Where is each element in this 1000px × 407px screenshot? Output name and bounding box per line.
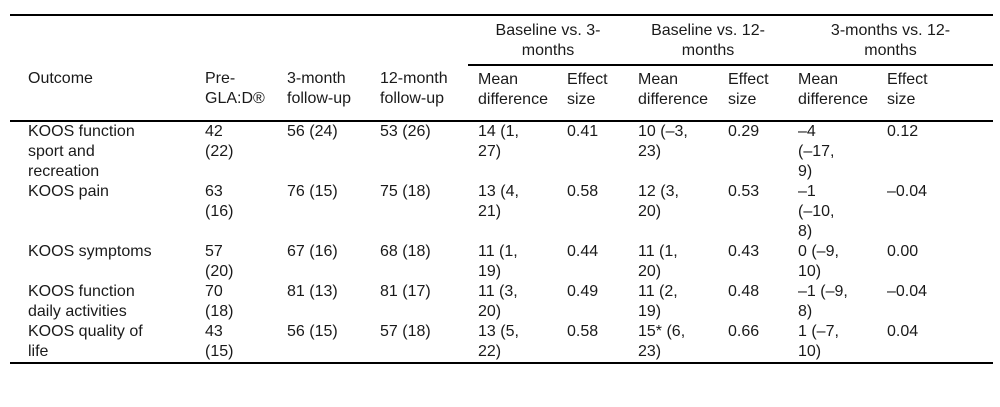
- cell-mean-diff-3m-12m: –1 (–10, 8): [798, 183, 835, 240]
- table-row: KOOS pain 63 (16) 76 (15) 75 (18) 13 (4,…: [10, 182, 993, 242]
- cell-mean-diff-baseline-12m: 10 (–3, 23): [638, 123, 688, 160]
- cell-mean-diff-baseline-3m: 13 (5, 22): [478, 323, 519, 360]
- cell-effect-size-baseline-12m: 0.29: [728, 123, 760, 140]
- cell-mean-diff-baseline-3m: 11 (3, 20): [478, 283, 518, 320]
- cell-mean-diff-baseline-12m: 15* (6, 23): [638, 323, 686, 360]
- col-header-pre-glad: Pre- GLA:D®: [205, 65, 287, 122]
- cell-3-month: 81 (13): [287, 283, 338, 300]
- column-group-baseline-vs-12-months: Baseline vs. 12- months: [628, 15, 788, 66]
- cell-effect-size-baseline-3m: 0.58: [567, 323, 599, 340]
- column-header-row: Outcome Pre- GLA:D® 3-month follow-up 12…: [10, 65, 993, 122]
- cell-mean-diff-3m-12m: 0 (–9, 10): [798, 243, 839, 280]
- cell-effect-size-3m-12m: –0.04: [887, 183, 928, 200]
- cell-outcome: KOOS function sport and recreation: [28, 123, 135, 180]
- cell-mean-diff-baseline-3m: 11 (1, 19): [478, 243, 518, 280]
- col-header-mean-difference-baseline-12m: Mean difference: [628, 65, 718, 122]
- cell-pre-glad: 57 (20): [205, 243, 234, 280]
- cell-effect-size-baseline-12m: 0.48: [728, 283, 760, 300]
- koos-outcomes-table: Baseline vs. 3- months Baseline vs. 12- …: [10, 14, 993, 364]
- table-row: KOOS symptoms 57 (20) 67 (16) 68 (18) 11…: [10, 242, 993, 282]
- column-group-header-row: Baseline vs. 3- months Baseline vs. 12- …: [10, 15, 993, 66]
- cell-effect-size-3m-12m: 0.00: [887, 243, 919, 260]
- cell-3-month: 56 (15): [287, 323, 338, 340]
- column-group-3-months-vs-12-months: 3-months vs. 12- months: [788, 15, 993, 66]
- cell-effect-size-3m-12m: 0.04: [887, 323, 919, 340]
- col-header-outcome: Outcome: [10, 65, 205, 122]
- cell-outcome: KOOS pain: [28, 183, 109, 200]
- cell-3-month: 76 (15): [287, 183, 338, 200]
- cell-12-month: 75 (18): [380, 183, 431, 200]
- cell-mean-diff-baseline-12m: 11 (1, 20): [638, 243, 678, 280]
- cell-effect-size-3m-12m: –0.04: [887, 283, 928, 300]
- cell-effect-size-3m-12m: 0.12: [887, 123, 919, 140]
- table-row: KOOS function daily activities 70 (18) 8…: [10, 282, 993, 322]
- cell-mean-diff-baseline-3m: 13 (4, 21): [478, 183, 519, 220]
- col-header-effect-size-3m-12m: Effect size: [877, 65, 993, 122]
- cell-12-month: 53 (26): [380, 123, 431, 140]
- cell-outcome: KOOS quality of life: [28, 323, 143, 360]
- col-header-3-month-follow-up: 3-month follow-up: [287, 65, 380, 122]
- cell-effect-size-baseline-3m: 0.41: [567, 123, 599, 140]
- column-group-baseline-vs-3-months: Baseline vs. 3- months: [468, 15, 628, 66]
- cell-3-month: 67 (16): [287, 243, 338, 260]
- cell-mean-diff-3m-12m: –4 (–17, 9): [798, 123, 835, 180]
- cell-outcome: KOOS function daily activities: [28, 283, 135, 320]
- cell-pre-glad: 70 (18): [205, 283, 234, 320]
- cell-12-month: 57 (18): [380, 323, 431, 340]
- cell-mean-diff-baseline-12m: 11 (2, 19): [638, 283, 678, 320]
- cell-mean-diff-3m-12m: –1 (–9, 8): [798, 283, 848, 320]
- cell-effect-size-baseline-3m: 0.49: [567, 283, 599, 300]
- col-header-mean-difference-3m-12m: Mean difference: [788, 65, 877, 122]
- cell-mean-diff-baseline-3m: 14 (1, 27): [478, 123, 519, 160]
- cell-effect-size-baseline-12m: 0.53: [728, 183, 760, 200]
- cell-mean-diff-baseline-12m: 12 (3, 20): [638, 183, 679, 220]
- col-header-effect-size-baseline-12m: Effect size: [718, 65, 788, 122]
- cell-mean-diff-3m-12m: 1 (–7, 10): [798, 323, 839, 360]
- table-row: KOOS quality of life 43 (15) 56 (15) 57 …: [10, 322, 993, 363]
- table-row: KOOS function sport and recreation 42 (2…: [10, 121, 993, 182]
- cell-outcome: KOOS symptoms: [28, 243, 152, 260]
- cell-12-month: 81 (17): [380, 283, 431, 300]
- col-header-effect-size-baseline-3m: Effect size: [557, 65, 628, 122]
- cell-pre-glad: 42 (22): [205, 123, 234, 160]
- cell-12-month: 68 (18): [380, 243, 431, 260]
- cell-pre-glad: 63 (16): [205, 183, 234, 220]
- cell-effect-size-baseline-3m: 0.44: [567, 243, 599, 260]
- cell-pre-glad: 43 (15): [205, 323, 234, 360]
- column-group-spacer: [10, 15, 468, 65]
- cell-effect-size-baseline-12m: 0.66: [728, 323, 760, 340]
- cell-effect-size-baseline-3m: 0.58: [567, 183, 599, 200]
- cell-effect-size-baseline-12m: 0.43: [728, 243, 760, 260]
- col-header-12-month-follow-up: 12-month follow-up: [380, 65, 468, 122]
- col-header-mean-difference-baseline-3m: Mean difference: [468, 65, 557, 122]
- cell-3-month: 56 (24): [287, 123, 338, 140]
